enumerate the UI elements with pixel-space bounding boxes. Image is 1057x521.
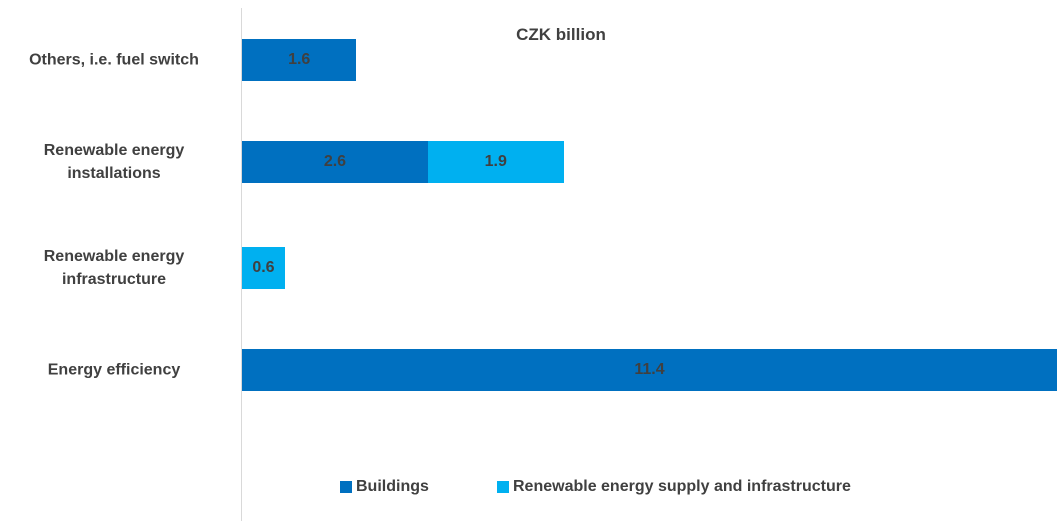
legend-label: Renewable energy supply and infrastructu… xyxy=(513,478,851,495)
data-label: 1.6 xyxy=(288,51,311,68)
bar xyxy=(242,39,357,81)
category-label: Renewable energy installations xyxy=(43,142,185,182)
category-label: Renewable energy infrastructure xyxy=(43,248,185,288)
bar xyxy=(242,141,428,183)
category-label: Energy efficiency xyxy=(47,361,181,379)
legend-swatch xyxy=(340,481,352,493)
legend-swatch xyxy=(497,481,509,493)
legend-item: Buildings xyxy=(340,478,429,496)
data-label: 11.4 xyxy=(634,361,665,378)
bar xyxy=(242,349,1057,391)
legend: Buildings Renewable energy supply and inf… xyxy=(0,478,1057,500)
category-label: Others, i.e. fuel switch xyxy=(29,51,199,69)
bar xyxy=(427,141,564,183)
legend-label: Buildings xyxy=(356,478,429,495)
data-label: 0.6 xyxy=(252,259,275,276)
axis-line xyxy=(241,8,242,521)
bar xyxy=(242,247,285,289)
data-label: 2.6 xyxy=(323,153,347,170)
data-label: 1.9 xyxy=(484,153,507,170)
legend-item: Renewable energy supply and infrastructu… xyxy=(497,478,851,496)
chart-title: CZK billion xyxy=(516,25,606,44)
